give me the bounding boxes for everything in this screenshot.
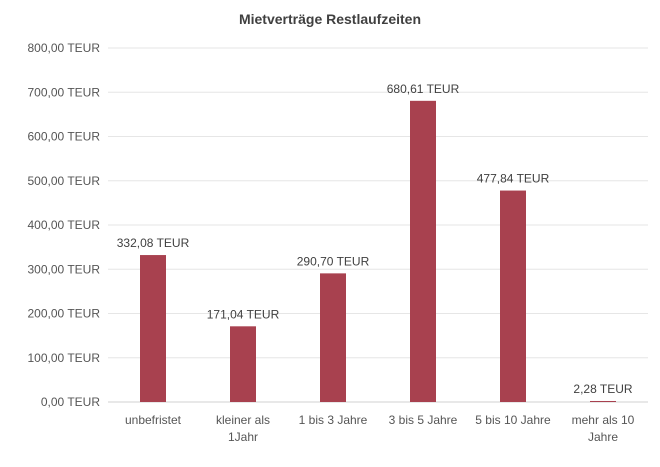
bars — [140, 100, 616, 402]
bar — [410, 100, 436, 402]
y-tick-label: 400,00 TEUR — [28, 218, 101, 232]
category-label: unbefristet — [125, 413, 182, 427]
category-label: 1 bis 3 Jahre — [299, 413, 368, 427]
category-label: kleiner als — [216, 413, 270, 427]
data-label: 477,84 TEUR — [477, 172, 550, 186]
y-tick-label: 200,00 TEUR — [28, 307, 101, 321]
category-label: mehr als 10 — [572, 413, 635, 427]
category-label: 1Jahr — [228, 430, 258, 444]
data-label: 171,04 TEUR — [207, 307, 280, 321]
category-label: Jahre — [588, 430, 618, 444]
data-label: 290,70 TEUR — [297, 254, 370, 268]
y-tick-label: 600,00 TEUR — [28, 130, 101, 144]
bar — [230, 326, 256, 402]
y-tick-label: 800,00 TEUR — [28, 41, 101, 55]
bar — [500, 190, 526, 402]
y-tick-label: 0,00 TEUR — [41, 395, 100, 409]
y-tick-label: 700,00 TEUR — [28, 85, 101, 99]
data-label: 680,61 TEUR — [387, 82, 460, 96]
chart-title: Mietverträge Restlaufzeiten — [239, 11, 421, 27]
y-axis-tick-labels: 0,00 TEUR 100,00 TEUR 200,00 TEUR 300,00 TE… — [28, 41, 101, 409]
y-tick-label: 300,00 TEUR — [28, 262, 101, 276]
category-label: 3 bis 5 Jahre — [389, 413, 458, 427]
category-label: 5 bis 10 Jahre — [475, 413, 551, 427]
y-tick-label: 100,00 TEUR — [28, 351, 101, 365]
bar — [140, 255, 166, 402]
x-axis-category-labels: unbefristet kleiner als 1Jahr 1 bis 3 Jahre… — [125, 413, 635, 444]
bar — [320, 273, 346, 402]
y-tick-label: 500,00 TEUR — [28, 174, 101, 188]
bar — [590, 400, 616, 402]
data-label: 332,08 TEUR — [117, 236, 190, 250]
gridlines — [108, 47, 648, 403]
data-label: 2,28 TEUR — [573, 382, 632, 396]
data-labels: 332,08 TEUR 171,04 TEUR 290,70 TEUR 680,61 … — [117, 82, 633, 396]
